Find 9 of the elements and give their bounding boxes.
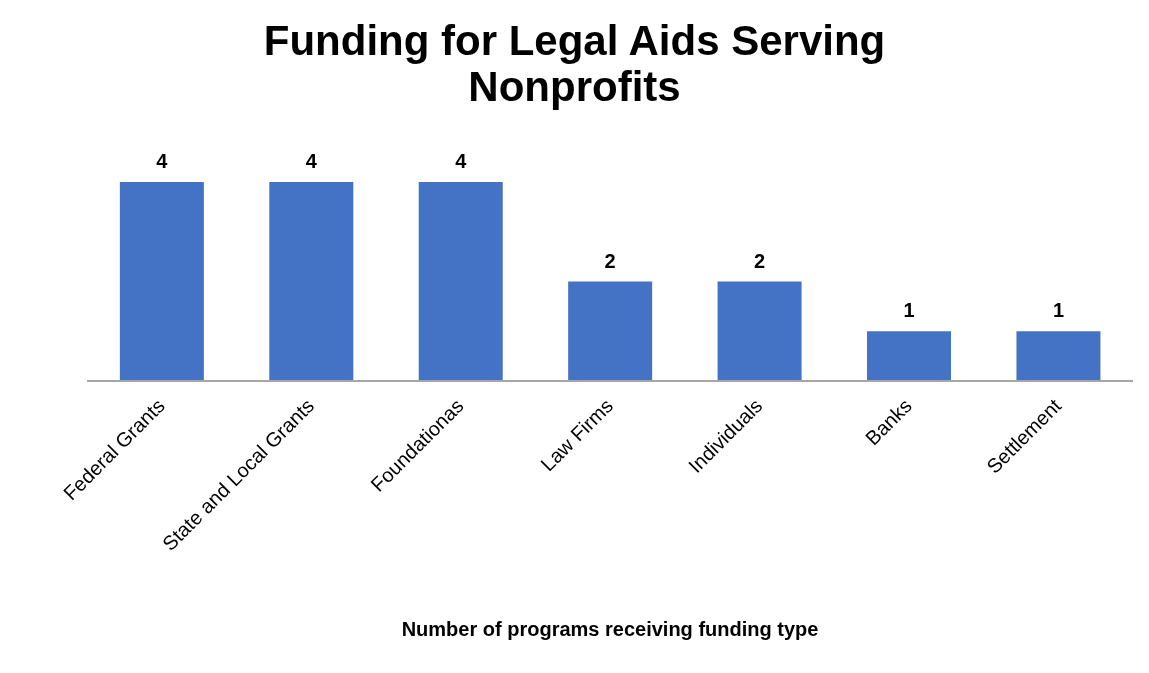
- data-label: 2: [754, 249, 766, 272]
- chart-title: Funding for Legal Aids Serving Nonprofits: [262, 17, 887, 110]
- data-label: 4: [305, 150, 318, 172]
- x-axis-title: Number of programs receiving funding type: [400, 618, 820, 641]
- data-label: 4: [455, 150, 468, 172]
- data-label: 4: [156, 150, 169, 172]
- data-label: 1: [903, 299, 915, 322]
- data-label: 2: [604, 249, 616, 272]
- data-label: 1: [1052, 299, 1065, 322]
